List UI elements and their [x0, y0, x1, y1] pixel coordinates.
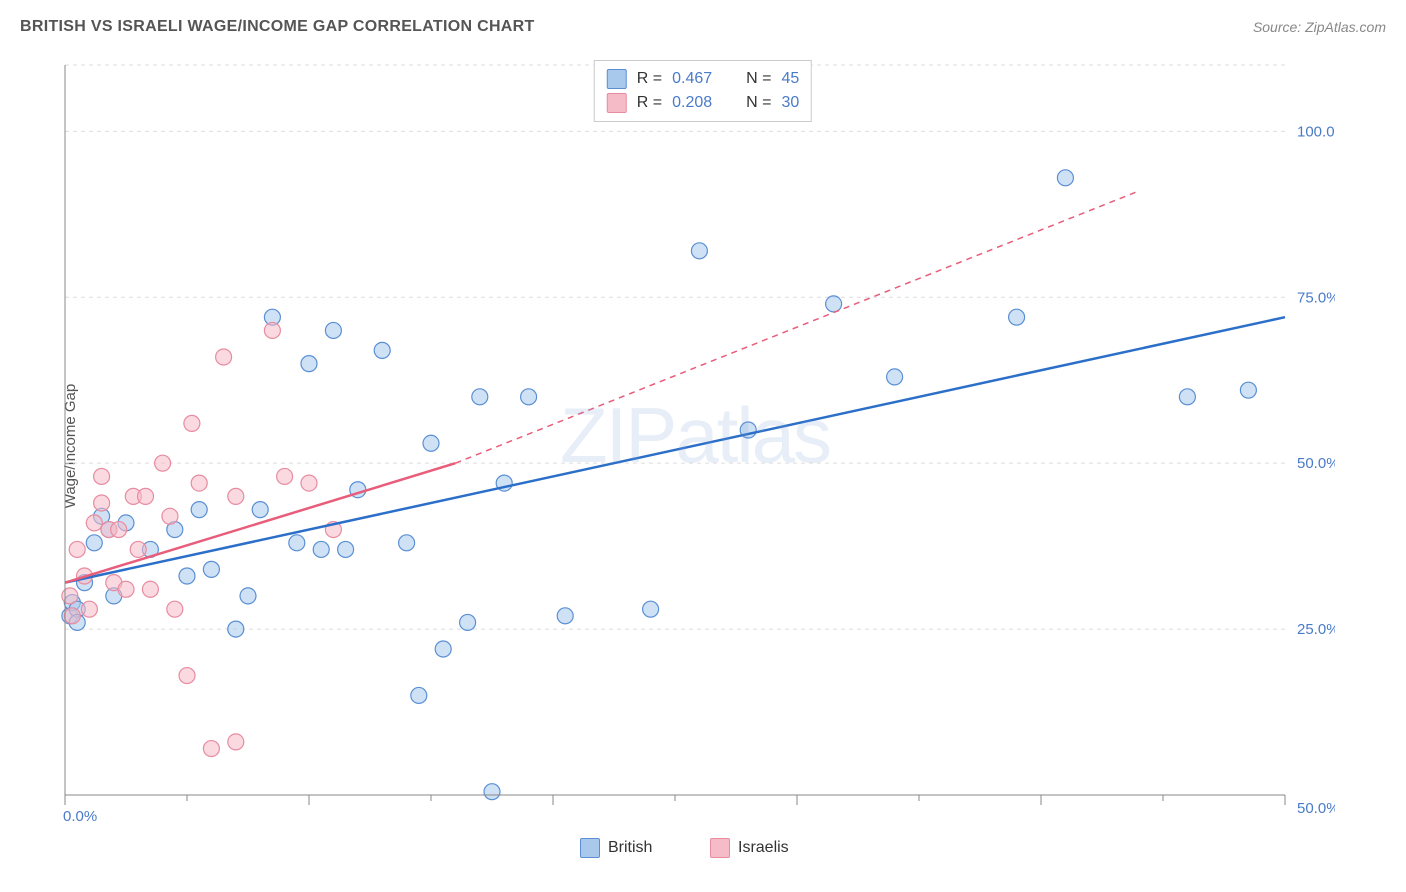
data-point [86, 535, 102, 551]
data-point [203, 741, 219, 757]
header: BRITISH VS ISRAELI WAGE/INCOME GAP CORRE… [20, 18, 1386, 36]
data-point [138, 488, 154, 504]
data-point [203, 561, 219, 577]
data-point [62, 588, 78, 604]
x-tick-label: 50.0% [1297, 800, 1335, 817]
data-point [111, 522, 127, 538]
data-point [887, 369, 903, 385]
legend-item: Israelis [710, 838, 789, 858]
data-point [557, 608, 573, 624]
data-point [179, 568, 195, 584]
legend-swatch [710, 838, 730, 858]
legend-swatch [580, 838, 600, 858]
data-point [1057, 170, 1073, 186]
data-point [338, 541, 354, 557]
data-point [228, 734, 244, 750]
data-point [118, 581, 134, 597]
data-point [240, 588, 256, 604]
correlation-stats-box: R = 0.467 N = 45 R = 0.208 N = 30 [594, 60, 812, 122]
n-value: 45 [781, 70, 799, 88]
data-point [643, 601, 659, 617]
legend-label: Israelis [738, 839, 789, 857]
data-point [86, 515, 102, 531]
y-tick-label: 75.0% [1297, 289, 1335, 306]
data-point [184, 415, 200, 431]
data-point [691, 243, 707, 259]
data-point [264, 322, 280, 338]
data-point [94, 495, 110, 511]
data-point [167, 601, 183, 617]
data-point [216, 349, 232, 365]
data-point [81, 601, 97, 617]
data-point [399, 535, 415, 551]
data-point [130, 541, 146, 557]
data-point [162, 508, 178, 524]
data-point [435, 641, 451, 657]
data-point [826, 296, 842, 312]
data-point [69, 541, 85, 557]
data-point [289, 535, 305, 551]
data-point [191, 475, 207, 491]
data-point [423, 435, 439, 451]
series-swatch [607, 93, 627, 113]
data-point [228, 488, 244, 504]
data-point [179, 668, 195, 684]
data-point [472, 389, 488, 405]
data-point [521, 389, 537, 405]
r-label: R = [637, 94, 662, 112]
data-point [191, 502, 207, 518]
data-point [1179, 389, 1195, 405]
data-point [228, 621, 244, 637]
source-attribution: Source: ZipAtlas.com [1253, 19, 1386, 35]
stats-row: R = 0.467 N = 45 [607, 67, 799, 91]
data-point [460, 614, 476, 630]
data-point [301, 356, 317, 372]
x-tick-label: 0.0% [63, 808, 97, 825]
data-point [252, 502, 268, 518]
data-point [94, 468, 110, 484]
stats-row: R = 0.208 N = 30 [607, 91, 799, 115]
data-point [1240, 382, 1256, 398]
legend-item: British [580, 838, 652, 858]
data-point [484, 784, 500, 800]
data-point [411, 687, 427, 703]
r-value: 0.208 [672, 94, 726, 112]
y-tick-label: 25.0% [1297, 621, 1335, 638]
data-point [374, 342, 390, 358]
y-tick-label: 50.0% [1297, 455, 1335, 472]
data-point [277, 468, 293, 484]
data-point [64, 608, 80, 624]
data-point [325, 322, 341, 338]
n-label: N = [746, 70, 771, 88]
scatter-chart: 25.0% 50.0% 75.0% 100.0% 0.0% 50.0% [55, 55, 1335, 825]
data-point [301, 475, 317, 491]
series-swatch [607, 69, 627, 89]
n-label: N = [746, 94, 771, 112]
y-tick-label: 100.0% [1297, 123, 1335, 140]
chart-title: BRITISH VS ISRAELI WAGE/INCOME GAP CORRE… [20, 18, 535, 36]
data-point [1009, 309, 1025, 325]
legend-label: British [608, 839, 652, 857]
n-value: 30 [781, 94, 799, 112]
data-point [155, 455, 171, 471]
chart-area: 25.0%50.0%75.0%100.0%0.0%50.0% ZIPatlas [55, 55, 1335, 825]
r-value: 0.467 [672, 70, 726, 88]
data-point [313, 541, 329, 557]
trend-line-british [65, 317, 1285, 582]
data-point [142, 581, 158, 597]
r-label: R = [637, 70, 662, 88]
